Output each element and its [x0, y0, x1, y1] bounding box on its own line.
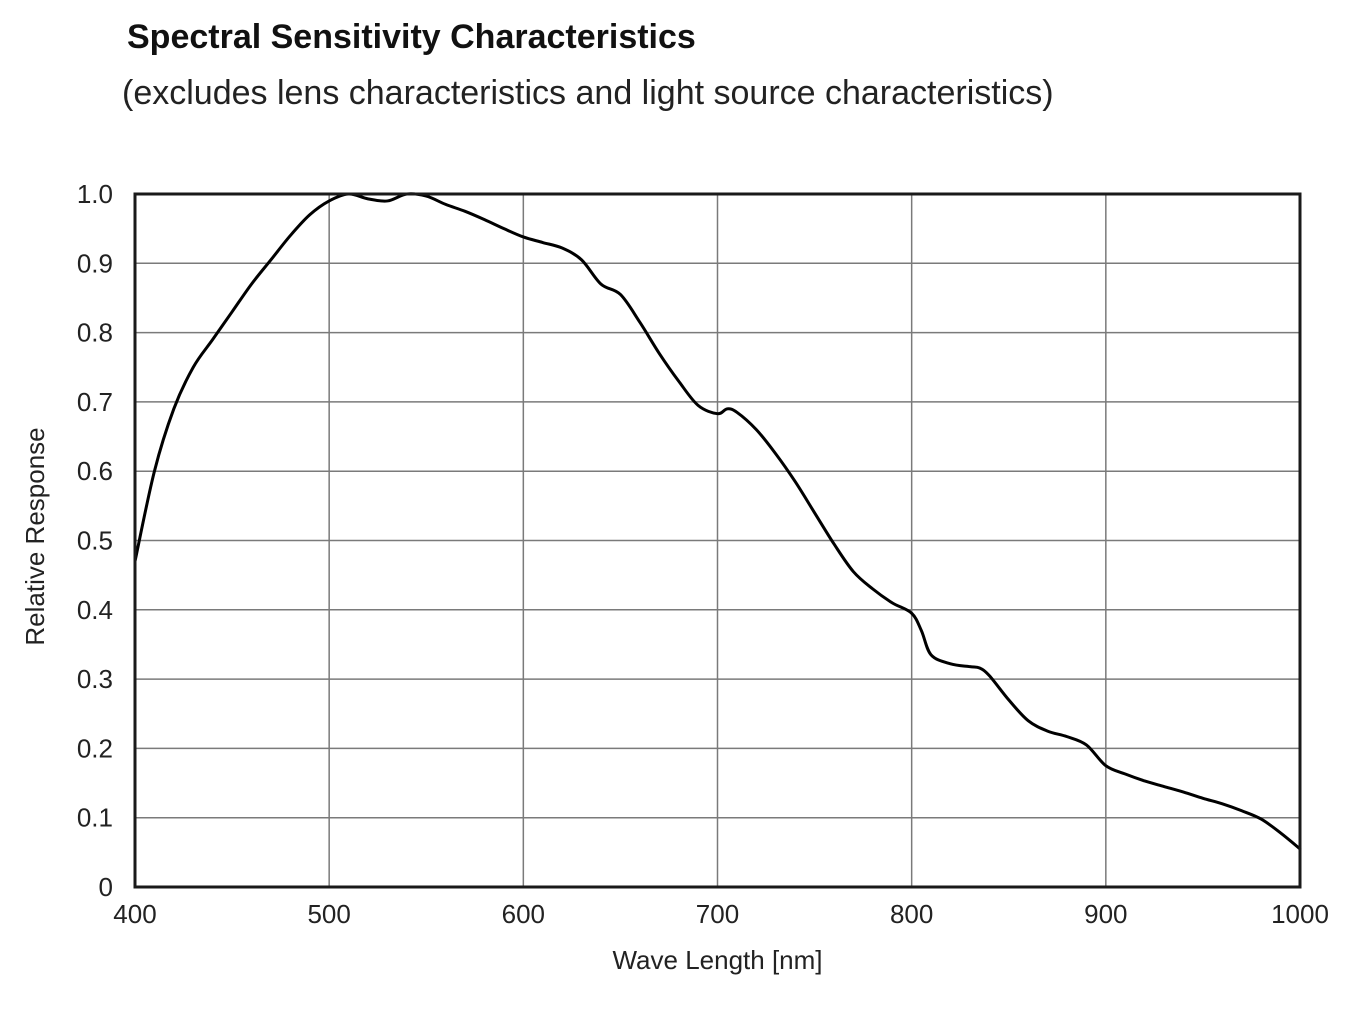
y-tick-label: 1.0: [77, 179, 113, 209]
y-tick-label: 0.1: [77, 803, 113, 833]
x-axis-tick-labels: 400 500 600 700 800 900 1000: [113, 899, 1329, 929]
plot-frame: [133, 192, 1302, 889]
y-tick-label: 0.6: [77, 456, 113, 486]
x-tick-label: 600: [502, 899, 545, 929]
y-tick-label: 0.3: [77, 664, 113, 694]
y-tick-label: 0.2: [77, 733, 113, 763]
y-tick-label: 0.5: [77, 526, 113, 556]
y-tick-label: 0: [99, 872, 113, 902]
x-tick-label: 700: [696, 899, 739, 929]
x-axis-label: Wave Length [nm]: [612, 945, 822, 975]
y-tick-label: 0.8: [77, 318, 113, 348]
grid-lines: [135, 194, 1300, 887]
x-tick-label: 800: [890, 899, 933, 929]
x-tick-label: 400: [113, 899, 156, 929]
y-tick-label: 0.9: [77, 248, 113, 278]
x-tick-label: 1000: [1271, 899, 1329, 929]
chart-subtitle: (excludes lens characteristics and light…: [122, 74, 1054, 112]
y-axis-tick-labels: 0 0.1 0.2 0.3 0.4 0.5 0.6 0.7 0.8 0.9 1.0: [77, 179, 113, 902]
chart-title: Spectral Sensitivity Characteristics: [127, 18, 696, 56]
y-tick-label: 0.4: [77, 595, 113, 625]
x-tick-label: 900: [1084, 899, 1127, 929]
y-axis-label: Relative Response: [20, 427, 50, 645]
y-tick-label: 0.7: [77, 387, 113, 417]
relative-response-line: [133, 192, 1302, 851]
x-tick-label: 500: [307, 899, 350, 929]
